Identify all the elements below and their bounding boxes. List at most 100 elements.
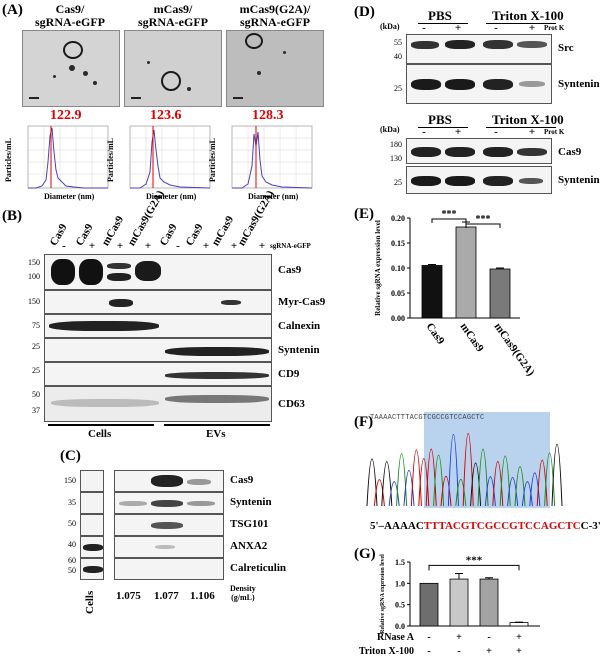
chromatogram-peak [425,448,437,507]
nta-xlabel-1: Diameter (nm) [44,192,95,201]
mw-b-100: 100 [28,272,40,281]
seq-highlight: TTTACGTCGCCGTCCAGCTC [423,520,581,532]
underline-triton-2 [486,127,556,128]
blot-b-myr-cas9 [44,290,272,314]
chromatogram-peak [381,461,393,507]
em-title-2-line1: mCas9/ [153,2,193,16]
nta-plots [27,125,313,189]
mw-c-35: 35 [68,498,76,507]
blot-d-syntenin-1 [406,64,552,104]
ytick-label-e: 0.00 [391,314,405,323]
group-cells: Cells [88,428,112,440]
mw-d-25a: 25 [394,84,402,93]
chromatogram-peak [529,472,541,507]
ytick-label-e: 0.05 [391,289,405,298]
cond-g-1-2: + [456,632,462,643]
sgrna-b-7: + [230,240,238,252]
mw-b-150a: 150 [28,258,40,267]
cond-g-2-1: - [427,646,430,657]
ytick-label-g: 0.5 [395,601,405,610]
protk-1-3: - [494,22,498,34]
nta-ylabel-1: Particles/mL [4,138,13,182]
panel-label-a: (A) [2,2,23,18]
mw-c-60: 60 [68,556,76,565]
panel-label-g: (G) [354,546,376,562]
em-title-3: mCas9(G2A)/ sgRNA-eGFP [225,3,325,29]
underline-pbs-2 [418,127,468,128]
blot-c-syntenin [114,492,224,514]
chromatogram-peak [462,433,474,507]
sgrna-b-6: + [202,240,210,252]
ylabel-e: Relative sgRNA expression level [374,220,382,316]
ytick-label-e: 0.20 [391,214,405,223]
ylabel-g: Relative sgRNA expresion level [380,554,386,634]
row-b-calnexin: Calnexin [278,320,321,332]
blot-c-cells-anxa2 [80,536,104,558]
chromatogram-peak [484,476,496,507]
mw-b-25a: 25 [32,342,40,351]
mw-b-75: 75 [32,321,40,330]
nta-value-1: 122.9 [50,108,82,123]
row-c-tsg101: TSG101 [230,518,269,530]
chromatogram-peak [403,469,415,507]
nta-ylabel-2: Particles/mL [106,138,115,182]
bar-g-1 [419,582,439,627]
nta-ylabel-3: Particles/mL [208,138,217,182]
blot-c-cells-tsg101 [80,514,104,536]
row-c-syntenin: Syntenin [230,496,272,508]
cond-g-1-4: + [516,632,522,643]
xtick-label-e-2: mCas9 [458,321,487,355]
chromatogram-peak [366,458,378,507]
protk-1-2: + [454,22,462,34]
sgrna-b-8: + [258,240,266,252]
row-c-cas9: Cas9 [230,474,254,486]
blot-b-cas9 [44,254,272,290]
cond-label-g-2: Triton X-100 [359,646,414,657]
ytick-label-g: 1.5 [395,558,405,567]
chart-e: 0.00 0.05 0.10 0.15 0.20 Cas9 mCas9 mCas9(G2A) *… [374,210,537,379]
mw-d-25b: 25 [394,178,402,187]
panel-label-c: (C) [60,448,81,464]
kda-label-1: (kDa) [380,22,400,31]
sig-bracket-g [428,564,520,571]
density-label-line2: (g/mL) [231,593,255,602]
trace-peaks [366,433,563,507]
chromatogram-peak [470,462,482,507]
chromatogram-peak [447,433,459,507]
ytick-label-e: 0.15 [391,239,405,248]
sgrna-b-4: + [144,240,152,252]
row-d-cas9: Cas9 [558,146,582,158]
group-pbs-1: PBS [428,8,452,23]
group-line-evs [164,424,270,426]
chromatogram-peak [536,459,548,507]
sig-label-e-2: *** [476,214,491,225]
mw-c-50: 50 [68,519,76,528]
blot-d-src [406,34,552,64]
ytick-label-g: 0.0 [395,622,405,631]
chromatogram-peak [433,454,445,507]
group-line-cells [48,424,154,426]
em-title-1-line1: Cas9/ [55,2,85,16]
seq-prefix: 5'–AAAAC [370,520,424,532]
chromatogram-peak [507,477,519,507]
bar-g-4 [509,622,529,627]
blot-b-cd9 [44,362,272,386]
chart-g: 0.0 0.5 1.0 1.5 - - + - - + + + *** RNase A Triton X-1… [359,554,540,657]
chromatogram-peak [551,444,563,507]
panel-label-e: (E) [354,206,374,222]
row-b-syntenin: Syntenin [278,344,320,356]
mw-b-150b: 150 [28,297,40,306]
mw-d-40: 40 [394,52,402,61]
row-d-src: Src [558,42,574,54]
sgrna-b-1: - [62,240,66,252]
row-c-calreticulin: Calreticulin [230,562,287,574]
blot-c-calreticulin [114,558,224,580]
panel-label-f: (F) [354,414,374,430]
cond-g-1-1: - [427,632,430,643]
group-triton-2: Triton X-100 [492,112,564,127]
group-pbs-2: PBS [428,112,452,127]
cells-label-c: Cells [84,590,96,614]
underline-triton-1 [486,23,556,24]
density-1: 1.075 [116,590,141,602]
density-2: 1.077 [154,590,179,602]
